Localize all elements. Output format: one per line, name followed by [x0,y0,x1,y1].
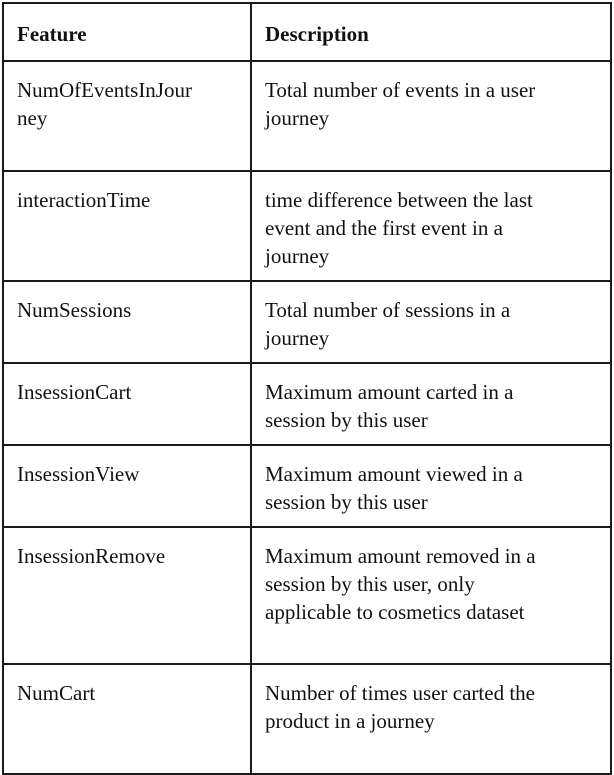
table-row: NumCart Number of times user carted the … [2,663,612,775]
description-cell: Maximum amount removed in a session by t… [250,526,612,665]
feature-cell: NumCart [2,663,252,775]
header-description: Description [250,2,612,62]
feature-cell: NumSessions [2,280,252,364]
feature-cell: InsessionCart [2,362,252,446]
table-row: NumOfEventsInJourney Total number of eve… [2,60,612,172]
feature-cell: interactionTime [2,170,252,282]
description-cell: Maximum amount carted in a session by th… [250,362,612,446]
feature-cell: NumOfEventsInJourney [2,60,252,172]
description-cell: Number of times user carted the product … [250,663,612,775]
description-cell: Total number of events in a user journey [250,60,612,172]
table-row: interactionTime time difference between … [2,170,612,282]
table-row: NumSessions Total number of sessions in … [2,280,612,364]
feature-cell: InsessionRemove [2,526,252,665]
table-header-row: Feature Description [2,2,612,62]
description-cell: Maximum amount viewed in a session by th… [250,444,612,528]
feature-cell: InsessionView [2,444,252,528]
description-cell: time difference between the last event a… [250,170,612,282]
table-row: InsessionCart Maximum amount carted in a… [2,362,612,446]
description-cell: Total number of sessions in a journey [250,280,612,364]
table-row: InsessionView Maximum amount viewed in a… [2,444,612,528]
table-row: InsessionRemove Maximum amount removed i… [2,526,612,665]
header-feature: Feature [2,2,252,62]
